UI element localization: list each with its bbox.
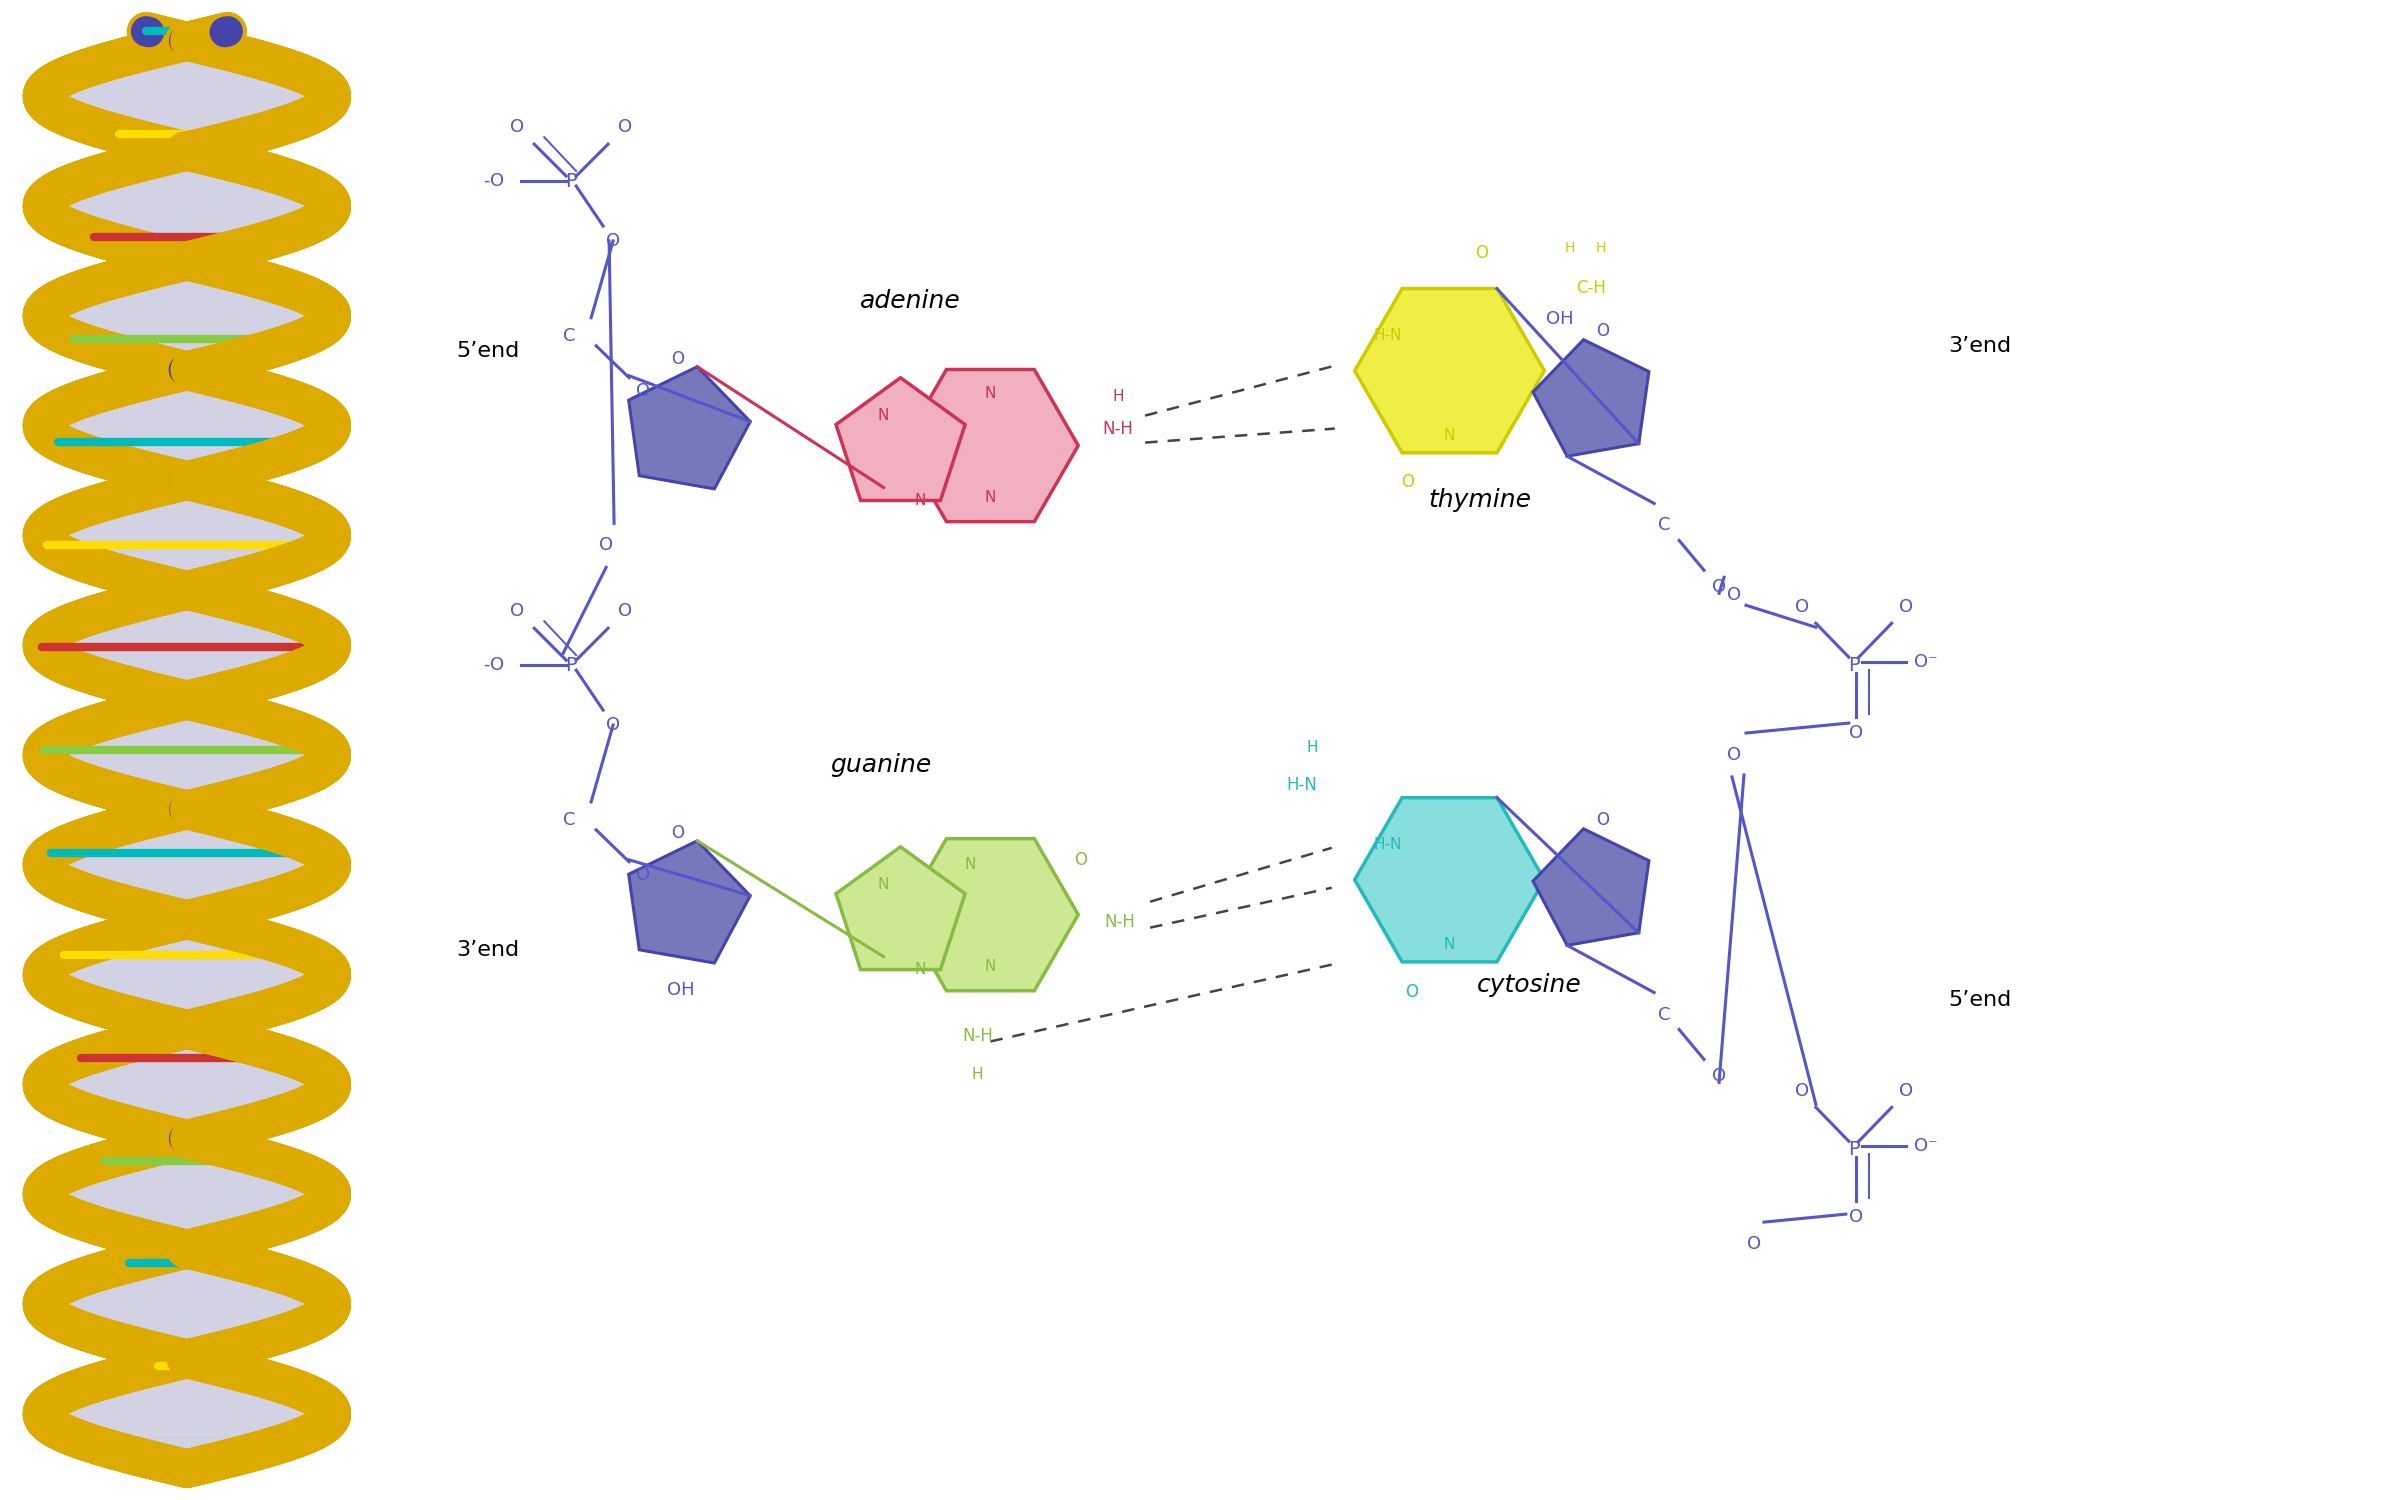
- Text: O: O: [511, 118, 523, 136]
- Text: H-N: H-N: [1373, 328, 1402, 344]
- Polygon shape: [629, 366, 751, 489]
- Text: H: H: [1306, 740, 1318, 754]
- Text: C: C: [1658, 516, 1670, 534]
- Text: O: O: [1728, 586, 1740, 604]
- Polygon shape: [629, 842, 751, 963]
- Text: N: N: [1445, 427, 1454, 442]
- Text: O: O: [1795, 1083, 1810, 1101]
- Text: H-N: H-N: [1286, 776, 1318, 794]
- Text: 3’end: 3’end: [456, 939, 518, 960]
- Text: O: O: [1596, 812, 1608, 830]
- Text: O: O: [1476, 244, 1488, 262]
- Text: N: N: [984, 958, 996, 974]
- Text: O: O: [1848, 724, 1862, 742]
- Text: N-H: N-H: [1102, 420, 1133, 438]
- Text: N: N: [914, 494, 926, 508]
- Text: H-N: H-N: [1373, 837, 1402, 852]
- Text: H: H: [1565, 242, 1574, 255]
- Text: 5’end: 5’end: [1949, 990, 2011, 1010]
- Polygon shape: [1354, 288, 1543, 453]
- Text: O: O: [1898, 1083, 1913, 1101]
- Text: thymine: thymine: [1428, 489, 1531, 513]
- Text: N: N: [878, 878, 890, 892]
- Text: 3’end: 3’end: [1949, 336, 2011, 356]
- Text: P: P: [1848, 656, 1860, 675]
- Text: adenine: adenine: [859, 290, 960, 314]
- Polygon shape: [835, 847, 965, 969]
- Text: O: O: [636, 865, 650, 883]
- Text: OH: OH: [1546, 310, 1572, 328]
- Text: cytosine: cytosine: [1476, 972, 1582, 996]
- Text: O: O: [1404, 982, 1418, 1000]
- Text: N: N: [878, 408, 890, 423]
- Text: O: O: [1596, 322, 1608, 340]
- Text: O: O: [1402, 474, 1414, 492]
- Text: O: O: [672, 350, 684, 368]
- Polygon shape: [1534, 339, 1649, 456]
- Text: O: O: [1711, 579, 1726, 597]
- Polygon shape: [902, 369, 1078, 522]
- Text: -O: -O: [482, 172, 504, 190]
- Text: O: O: [1711, 1068, 1726, 1086]
- Text: 5’end: 5’end: [456, 340, 521, 360]
- Text: O: O: [1073, 850, 1087, 868]
- Text: N: N: [984, 490, 996, 506]
- Polygon shape: [835, 378, 965, 501]
- Text: N: N: [1445, 938, 1454, 952]
- Text: N-H: N-H: [1104, 912, 1135, 930]
- Text: H: H: [1114, 388, 1123, 404]
- Text: N: N: [914, 962, 926, 976]
- Text: OH: OH: [667, 981, 694, 999]
- Text: O: O: [636, 381, 650, 399]
- Text: -O: -O: [482, 656, 504, 674]
- Text: O⁻: O⁻: [1913, 652, 1937, 670]
- Text: O: O: [607, 232, 619, 250]
- Text: O⁻: O⁻: [1913, 1137, 1937, 1155]
- Text: guanine: guanine: [830, 753, 931, 777]
- Text: O: O: [1898, 598, 1913, 616]
- Text: P: P: [566, 656, 576, 675]
- Text: O: O: [619, 603, 631, 621]
- Text: P: P: [1848, 1140, 1860, 1160]
- Polygon shape: [1354, 798, 1543, 962]
- Text: O: O: [672, 824, 684, 842]
- Text: C: C: [1658, 1005, 1670, 1023]
- Text: C-H: C-H: [1577, 279, 1606, 297]
- Text: O: O: [607, 716, 619, 734]
- Text: N: N: [984, 386, 996, 400]
- Text: H: H: [972, 1066, 984, 1082]
- Text: O: O: [619, 118, 631, 136]
- Text: N-H: N-H: [962, 1028, 994, 1045]
- Text: C: C: [564, 327, 576, 345]
- Text: O: O: [511, 603, 523, 621]
- Polygon shape: [1534, 830, 1649, 945]
- Text: O: O: [1728, 746, 1740, 764]
- Polygon shape: [902, 839, 1078, 992]
- Text: O: O: [600, 537, 612, 555]
- Text: O: O: [1848, 1208, 1862, 1225]
- Text: P: P: [566, 171, 576, 190]
- Text: O: O: [1747, 1234, 1762, 1252]
- Text: N: N: [965, 858, 977, 873]
- Text: O: O: [1795, 598, 1810, 616]
- Text: C: C: [564, 812, 576, 830]
- Text: H: H: [1596, 242, 1606, 255]
